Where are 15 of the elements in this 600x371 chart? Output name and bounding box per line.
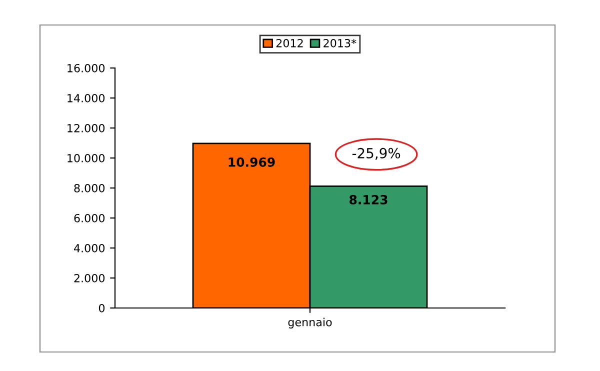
- annotation: -25,9%: [352, 148, 400, 160]
- legend-label: 2012: [276, 38, 303, 48]
- y-tick-label: 14.000: [68, 94, 105, 102]
- legend-label: 2013*: [324, 38, 356, 48]
- data-label: 8.123: [349, 194, 388, 204]
- y-tick-label: 2.000: [74, 274, 105, 282]
- y-tick-label: 16.000: [68, 64, 105, 72]
- y-tick-label: 6.000: [74, 214, 105, 222]
- y-tick-label: 4.000: [74, 244, 105, 252]
- x-tick-label: gennaio: [288, 318, 332, 328]
- data-label: 10.969: [228, 157, 275, 167]
- y-tick-label: 12.000: [68, 124, 105, 132]
- y-tick-label: 0: [98, 304, 105, 312]
- y-tick-label: 10.000: [68, 154, 105, 162]
- y-tick-label: 8.000: [74, 184, 105, 192]
